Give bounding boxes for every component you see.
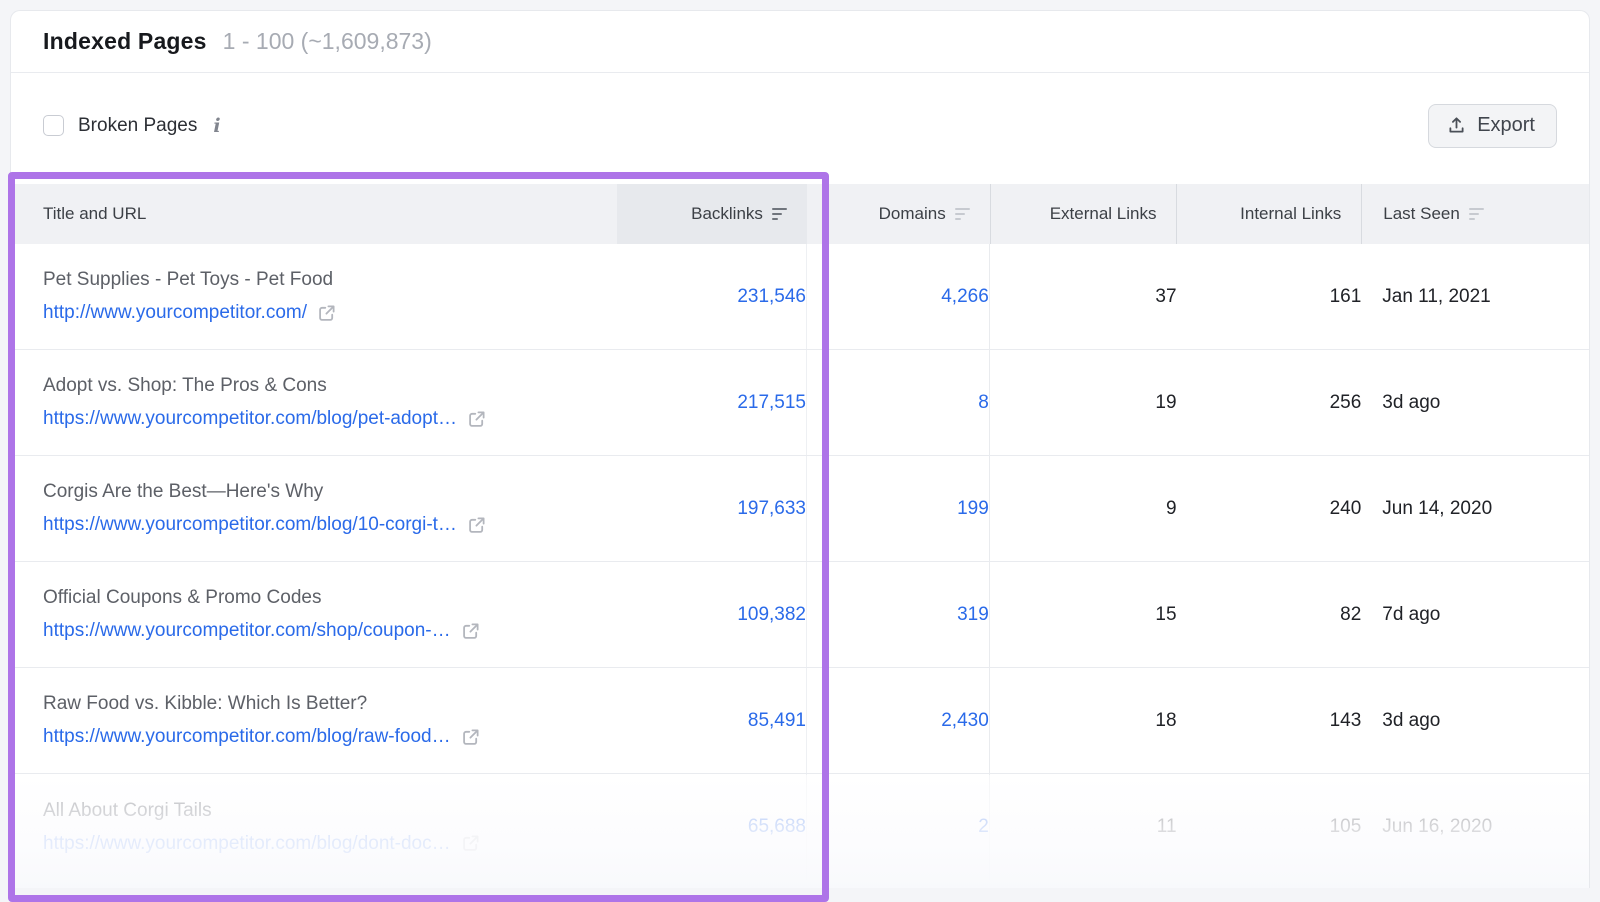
column-header-domains[interactable]: Domains [807, 184, 990, 244]
table-row-faded: All About Corgi Tails https://www.yourco… [11, 774, 1589, 880]
column-header-external-links: External Links [989, 184, 1177, 244]
internal-links-value: 161 [1329, 285, 1362, 307]
external-links-value: 19 [1155, 391, 1177, 413]
external-link-icon[interactable] [461, 622, 480, 641]
external-link-icon[interactable] [461, 834, 480, 853]
result-title: All About Corgi Tails [43, 799, 212, 821]
result-title: Pet Supplies - Pet Toys - Pet Food [43, 269, 334, 290]
backlinks-value[interactable]: 65,688 [617, 774, 807, 880]
last-seen-value: Jun 16, 2020 [1382, 816, 1493, 837]
external-links-value: 15 [1155, 603, 1177, 625]
export-button[interactable]: Export [1428, 103, 1557, 148]
backlinks-value[interactable]: 197,633 [617, 456, 807, 561]
table-body: Pet Supplies - Pet Toys - Pet Food http:… [11, 244, 1589, 880]
table-row: Official Coupons & Promo Codes https://w… [11, 562, 1589, 668]
sort-icon-domains [954, 207, 970, 221]
page-title: Indexed Pages [43, 28, 207, 54]
table-row: Corgis Are the Best—Here's Why https://w… [11, 456, 1589, 562]
backlinks-value[interactable]: 109,382 [617, 562, 807, 667]
export-icon [1447, 116, 1466, 135]
internal-links-value: 256 [1329, 391, 1362, 413]
backlinks-value[interactable]: 217,515 [617, 350, 807, 455]
broken-pages-checkbox[interactable] [43, 115, 64, 136]
result-title: Adopt vs. Shop: The Pros & Cons [43, 375, 327, 396]
external-link-icon[interactable] [467, 410, 486, 429]
result-title: Raw Food vs. Kibble: Which Is Better? [43, 693, 368, 714]
export-label: Export [1477, 113, 1535, 136]
column-header-title-url: Title and URL [43, 204, 147, 223]
backlinks-value[interactable]: 231,546 [617, 244, 807, 349]
result-url-link[interactable]: https://www.yourcompetitor.com/blog/raw-… [43, 726, 451, 747]
column-header-last-seen[interactable]: Last Seen [1361, 184, 1589, 244]
table-header: Title and URL Backlinks Domains External… [11, 184, 1589, 244]
column-header-backlinks[interactable]: Backlinks [617, 184, 807, 244]
sort-icon-backlinks [771, 207, 787, 221]
external-link-icon[interactable] [317, 304, 336, 323]
external-links-value: 37 [1155, 285, 1177, 307]
domains-value[interactable]: 199 [807, 456, 990, 561]
sort-icon-last-seen [1468, 207, 1484, 221]
result-title: Official Coupons & Promo Codes [43, 587, 322, 608]
domains-value[interactable]: 8 [807, 350, 990, 455]
broken-pages-label: Broken Pages [78, 114, 198, 136]
last-seen-value: 3d ago [1382, 391, 1441, 413]
table-row: Pet Supplies - Pet Toys - Pet Food http:… [11, 244, 1589, 350]
result-url-link[interactable]: http://www.yourcompetitor.com/ [43, 302, 307, 323]
column-header-internal-links: Internal Links [1176, 184, 1361, 244]
last-seen-value: 3d ago [1382, 709, 1441, 731]
domains-value[interactable]: 4,266 [807, 244, 990, 349]
toolbar: Broken Pages i Export [11, 73, 1589, 184]
last-seen-value: Jan 11, 2021 [1382, 285, 1491, 307]
indexed-pages-card: Indexed Pages 1 - 100 (~1,609,873) Broke… [10, 10, 1590, 888]
external-links-value: 11 [1156, 816, 1177, 837]
external-links-value: 9 [1165, 497, 1177, 519]
internal-links-value: 105 [1329, 816, 1362, 837]
table-row: Raw Food vs. Kibble: Which Is Better? ht… [11, 668, 1589, 774]
result-url-link[interactable]: https://www.yourcompetitor.com/blog/pet-… [43, 408, 457, 429]
last-seen-value: Jun 14, 2020 [1382, 497, 1493, 519]
result-url-link[interactable]: https://www.yourcompetitor.com/blog/dont… [43, 832, 451, 854]
external-links-value: 18 [1155, 709, 1177, 731]
last-seen-value: 7d ago [1382, 603, 1441, 625]
result-url-link[interactable]: https://www.yourcompetitor.com/blog/10-c… [43, 514, 457, 535]
internal-links-value: 240 [1329, 497, 1362, 519]
card-header: Indexed Pages 1 - 100 (~1,609,873) [11, 11, 1589, 73]
table-row: Adopt vs. Shop: The Pros & Cons https://… [11, 350, 1589, 456]
info-icon[interactable]: i [213, 114, 221, 137]
external-link-icon[interactable] [461, 728, 480, 747]
domains-value[interactable]: 2,430 [807, 668, 990, 773]
result-range: 1 - 100 (~1,609,873) [222, 28, 432, 54]
domains-value[interactable]: 2 [807, 774, 990, 880]
internal-links-value: 143 [1329, 709, 1362, 731]
domains-value[interactable]: 319 [807, 562, 990, 667]
backlinks-value[interactable]: 85,491 [617, 668, 807, 773]
result-url-link[interactable]: https://www.yourcompetitor.com/shop/coup… [43, 620, 451, 641]
result-title: Corgis Are the Best—Here's Why [43, 481, 324, 502]
external-link-icon[interactable] [467, 516, 486, 535]
internal-links-value: 82 [1340, 603, 1362, 625]
